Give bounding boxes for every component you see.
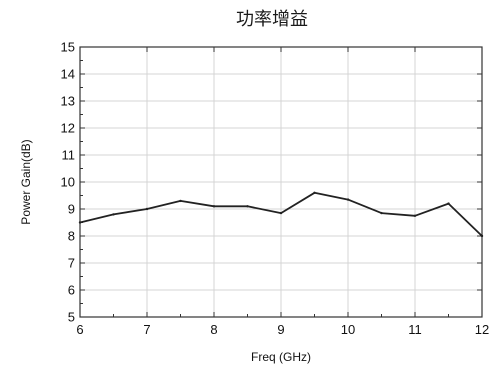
x-tick-label: 6 <box>76 322 83 337</box>
y-tick-label: 11 <box>62 148 76 163</box>
data-point <box>313 191 316 194</box>
data-point <box>279 211 283 215</box>
data-point <box>112 213 115 216</box>
y-tick-label: 6 <box>68 283 75 298</box>
data-point <box>413 214 417 217</box>
y-tick-label: 8 <box>68 229 75 244</box>
x-tick-label: 7 <box>143 322 150 337</box>
grid-lines <box>80 47 482 317</box>
data-point <box>145 207 149 211</box>
x-tick-label: 8 <box>210 322 217 337</box>
y-tick-label: 12 <box>61 121 75 136</box>
x-tick-label: 11 <box>408 322 422 337</box>
x-axis-label: Freq (GHz) <box>251 350 311 364</box>
y-tick-label: 14 <box>61 67 75 82</box>
y-tick-label: 5 <box>68 310 75 325</box>
y-axis-label: Power Gain(dB) <box>19 139 33 224</box>
data-point <box>447 202 450 205</box>
data-point <box>246 205 249 208</box>
chart-title: 功率增益 <box>236 9 308 30</box>
data-point <box>179 199 182 203</box>
y-tick-label: 9 <box>68 202 75 217</box>
y-tick-label: 7 <box>68 256 75 271</box>
y-tick-label: 10 <box>61 175 75 190</box>
y-tick-label: 15 <box>61 40 75 55</box>
data-point <box>78 221 82 224</box>
data-point <box>346 198 350 201</box>
x-tick-label: 9 <box>277 322 284 337</box>
x-tick-label: 10 <box>341 322 355 337</box>
data-points <box>78 191 484 238</box>
x-tick-label: 12 <box>475 322 489 337</box>
y-tick-label: 13 <box>61 94 75 109</box>
data-point <box>480 234 484 238</box>
data-point <box>380 211 383 215</box>
data-point <box>212 205 216 208</box>
